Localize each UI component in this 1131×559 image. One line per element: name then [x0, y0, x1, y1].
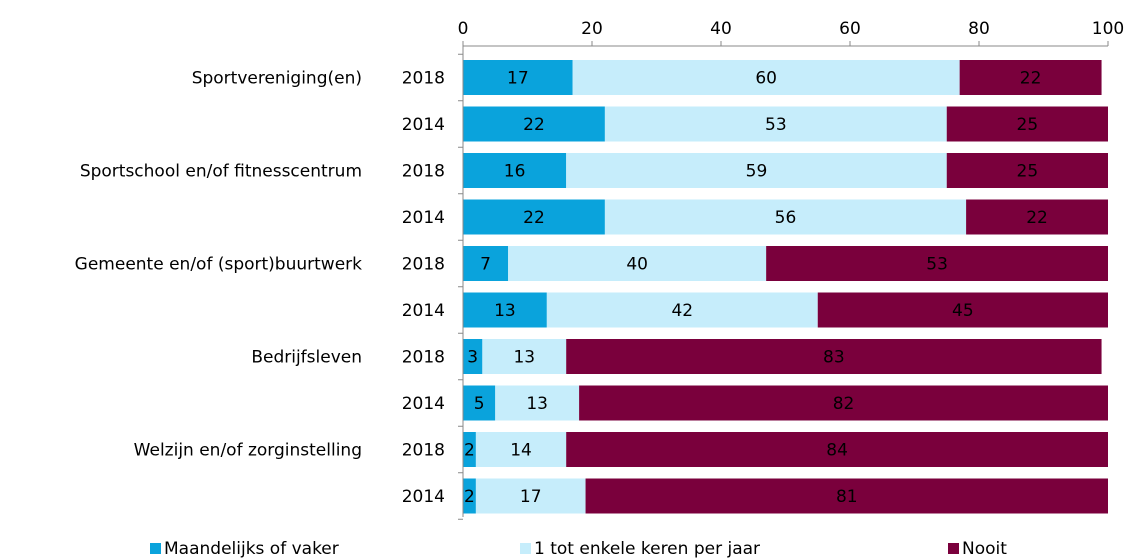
data-label: 2: [464, 487, 475, 507]
x-tick-label: 20: [581, 19, 603, 39]
data-label: 56: [775, 208, 797, 228]
bar-segment: [463, 199, 605, 235]
bar-segment: [546, 292, 818, 328]
year-label: 2014: [402, 208, 445, 228]
data-label: 84: [826, 441, 848, 461]
legend-swatch: [948, 543, 959, 554]
data-label: 42: [671, 301, 693, 321]
group-label: Welzijn en/of zorginstelling: [134, 441, 362, 461]
legend-swatch: [520, 543, 531, 554]
legend-label: Nooit: [962, 539, 1007, 559]
year-label: 2018: [402, 441, 445, 461]
data-label: 22: [523, 115, 545, 135]
legend-swatch: [150, 543, 161, 554]
bar-segment: [966, 199, 1108, 235]
bar-segment: [463, 432, 476, 467]
bar-segment: [482, 339, 567, 374]
year-label: 2014: [402, 487, 445, 507]
x-tick-label: 0: [458, 19, 469, 39]
data-label: 25: [1017, 162, 1039, 182]
bar-segment: [579, 385, 1108, 421]
group-label: Gemeente en/of (sport)buurtwerk: [75, 255, 362, 275]
data-label: 40: [626, 255, 648, 275]
bar-segment: [463, 106, 605, 142]
x-tick-label: 100: [1092, 19, 1124, 39]
bar-segment: [463, 246, 509, 281]
x-tick-label: 80: [968, 19, 990, 39]
data-label: 60: [755, 69, 777, 89]
bar-segment: [946, 106, 1108, 142]
year-label: 2018: [402, 69, 445, 89]
data-label: 53: [926, 255, 948, 275]
bar-segment: [585, 478, 1108, 514]
data-label: 13: [513, 348, 535, 368]
bar-segment: [604, 106, 947, 142]
data-label: 7: [480, 255, 491, 275]
bar-segment: [766, 246, 1108, 281]
bar-segment: [463, 339, 483, 374]
legend-label: Maandelijks of vaker: [164, 539, 339, 559]
data-label: 16: [504, 162, 526, 182]
year-label: 2014: [402, 115, 445, 135]
year-label: 2018: [402, 255, 445, 275]
bar-segment: [463, 292, 547, 328]
bar-segment: [475, 432, 567, 467]
year-label: 2018: [402, 348, 445, 368]
year-label: 2014: [402, 301, 445, 321]
data-label: 59: [746, 162, 768, 182]
data-label: 17: [507, 69, 529, 89]
data-label: 17: [520, 487, 542, 507]
data-label: 3: [467, 348, 478, 368]
data-label: 45: [952, 301, 974, 321]
bar-segment: [463, 60, 573, 95]
year-label: 2014: [402, 394, 445, 414]
group-label: Bedrijfsleven: [251, 348, 362, 368]
bar-segment: [566, 153, 947, 188]
x-tick-label: 40: [710, 19, 732, 39]
data-label: 22: [523, 208, 545, 228]
bar-segment: [959, 60, 1102, 95]
bar-segment: [946, 153, 1108, 188]
data-label: 22: [1020, 69, 1042, 89]
data-label: 53: [765, 115, 787, 135]
data-label: 81: [836, 487, 858, 507]
data-label: 83: [823, 348, 845, 368]
bar-segment: [463, 478, 476, 514]
bar-segment: [817, 292, 1108, 328]
data-label: 13: [494, 301, 516, 321]
data-label: 5: [474, 394, 485, 414]
bar-segment: [495, 385, 580, 421]
legend-label: 1 tot enkele keren per jaar: [534, 539, 760, 559]
bar-segment: [508, 246, 767, 281]
bar-segment: [463, 153, 567, 188]
data-label: 2: [464, 441, 475, 461]
bar-segment: [572, 60, 960, 95]
bar-segment: [463, 385, 496, 421]
group-label: Sportvereniging(en): [192, 69, 362, 89]
data-label: 13: [526, 394, 548, 414]
year-label: 2018: [402, 162, 445, 182]
data-label: 25: [1017, 115, 1039, 135]
data-label: 82: [833, 394, 855, 414]
bar-segment: [566, 432, 1108, 467]
x-tick-label: 60: [839, 19, 861, 39]
bar-segment: [566, 339, 1102, 374]
data-label: 22: [1026, 208, 1048, 228]
bar-segment: [475, 478, 586, 514]
group-label: Sportschool en/of fitnesscentrum: [80, 162, 362, 182]
bar-segment: [604, 199, 967, 235]
data-label: 14: [510, 441, 532, 461]
